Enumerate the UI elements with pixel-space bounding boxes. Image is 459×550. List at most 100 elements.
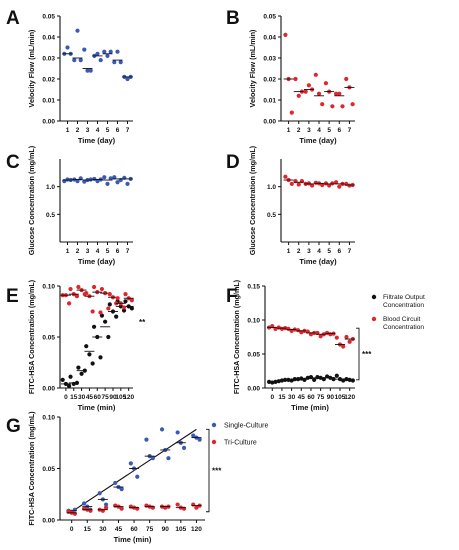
x-tick-label: 1 (66, 248, 70, 255)
data-point (107, 292, 112, 297)
data-point (91, 324, 97, 329)
data-point (112, 60, 117, 65)
x-tick-label: 4 (317, 248, 321, 255)
legend-marker (211, 422, 217, 428)
x-axis-label: Time (min) (291, 403, 329, 412)
y-axis-label: Velocity Flow (mL/min) (248, 29, 257, 107)
y-tick-label: 1.0 (267, 184, 276, 191)
x-tick-label: 60 (94, 394, 102, 401)
x-tick-label: 4 (96, 248, 100, 255)
y-tick-label: 0.00 (247, 386, 260, 393)
data-point (123, 299, 128, 304)
y-axis-label: Velocity Flow (mL/min) (27, 29, 36, 107)
x-tick-label: 7 (126, 248, 130, 255)
data-point (350, 378, 355, 383)
x-tick-label: 6 (116, 127, 120, 134)
x-axis-label: Time (day) (299, 257, 337, 266)
y-tick-label: 0.05 (42, 335, 55, 342)
y-tick-label: 0.04 (42, 35, 55, 42)
data-point (106, 334, 111, 340)
data-point (90, 361, 95, 366)
data-point (115, 296, 120, 301)
x-tick-label: 60 (307, 394, 315, 401)
y-tick-label: 0.01 (42, 98, 55, 105)
data-point (115, 180, 120, 185)
data-point (102, 175, 107, 180)
x-tick-label: 7 (126, 127, 130, 134)
y-tick-label: 0.03 (263, 56, 276, 63)
panel-c: C 0.5 1.0 1 2 3 4 5 6 7 Time (day) Glucose Concentr… (6, 145, 133, 266)
data-point (66, 301, 72, 306)
data-point (121, 305, 127, 310)
x-axis-label: Time (day) (78, 257, 116, 266)
data-point (90, 309, 95, 314)
data-point (340, 104, 345, 109)
data-point (85, 68, 90, 73)
y-tick-label: 0.00 (42, 518, 55, 525)
x-tick-label: 0 (70, 526, 74, 533)
legend-marker (211, 439, 217, 445)
data-point (74, 294, 80, 299)
legend-label: Tri-Culture (224, 440, 257, 447)
data-point (296, 182, 301, 187)
y-tick-label: 0.02 (263, 77, 276, 84)
data-point (79, 371, 84, 376)
x-tick-label: 6 (337, 127, 341, 134)
x-tick-label: 1 (66, 127, 70, 134)
x-tick-label: 0 (270, 394, 274, 401)
data-point (92, 176, 97, 182)
data-point (191, 433, 196, 438)
data-point (119, 487, 124, 492)
data-point (88, 68, 93, 73)
data-point (103, 502, 109, 507)
x-tick-label: 90 (327, 394, 335, 401)
x-tick-label: 1 (287, 127, 291, 134)
y-tick-label: 0.04 (263, 35, 276, 42)
data-point (75, 28, 80, 33)
data-point (347, 339, 352, 344)
x-tick-label: 75 (317, 394, 325, 401)
y-tick-label: 0.10 (42, 284, 55, 291)
data-point (135, 474, 140, 479)
x-axis-label: Time (min) (78, 403, 116, 412)
data-point (306, 181, 311, 186)
x-tick-label: 3 (307, 248, 311, 255)
y-tick-label: 0.02 (42, 77, 55, 84)
data-point (95, 179, 100, 184)
data-point (337, 91, 342, 96)
legend-label: Blood Circuit Concentration (383, 316, 424, 331)
panel-letter: G (6, 416, 21, 437)
x-axis-label: Time (min) (114, 535, 152, 544)
data-point (81, 501, 87, 506)
significance-bracket (356, 327, 360, 381)
data-point (129, 306, 134, 311)
x-tick-label: 2 (76, 248, 80, 255)
data-point (91, 284, 97, 290)
panel-letter: C (6, 152, 20, 173)
data-point (337, 184, 342, 189)
data-point (333, 91, 339, 96)
data-point (309, 183, 315, 188)
data-point (76, 365, 81, 370)
data-point (128, 461, 133, 466)
panel-letter: D (226, 152, 240, 173)
data-point (166, 456, 171, 461)
data-point (289, 110, 294, 115)
y-tick-label: 0.10 (42, 415, 55, 422)
x-tick-label: 5 (327, 248, 331, 255)
y-tick-label: 0.03 (42, 56, 55, 63)
data-point (68, 286, 73, 292)
data-point (113, 480, 118, 486)
data-point (82, 47, 87, 52)
data-point (283, 174, 288, 179)
legend-label-line: Filtrate Output (383, 294, 425, 301)
x-tick-label: 120 (344, 394, 355, 401)
data-point (75, 179, 80, 184)
x-tick-label: 0 (64, 394, 68, 401)
x-tick-label: 4 (96, 127, 100, 134)
legend-label: Filtrate Output Concentration (383, 294, 425, 309)
data-point (106, 306, 111, 311)
